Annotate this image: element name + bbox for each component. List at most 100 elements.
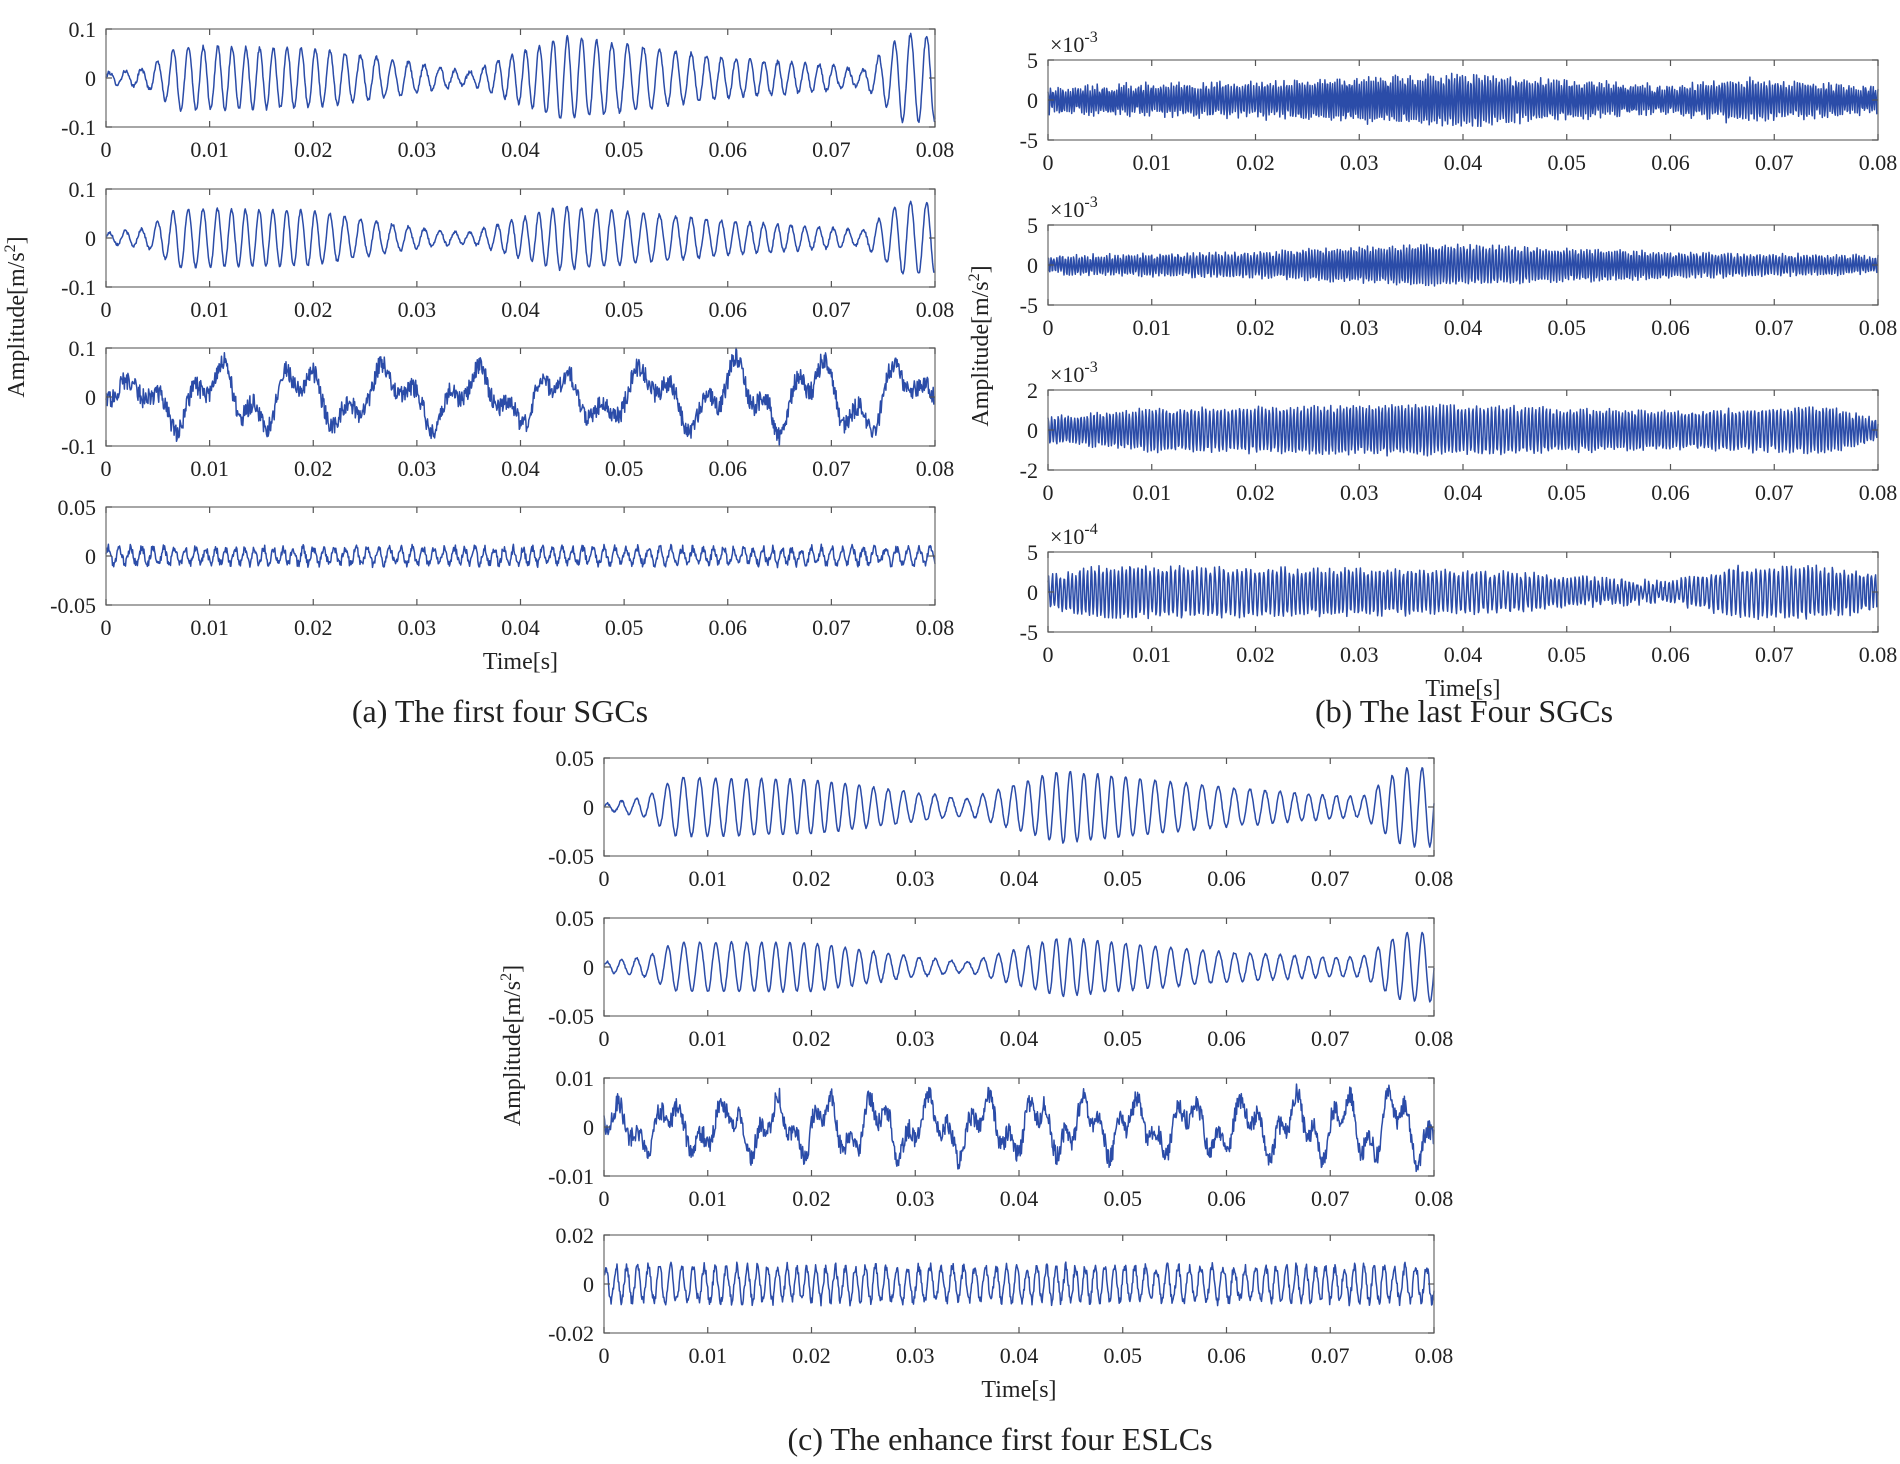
x-axis-label: Time[s] bbox=[1425, 676, 1500, 702]
waveform-line bbox=[1047, 243, 1879, 287]
y-tick-label: -5 bbox=[1020, 620, 1038, 645]
exponent-value: -3 bbox=[1084, 359, 1097, 376]
x-tick-label: 0.07 bbox=[1311, 1026, 1350, 1051]
x-tick-label: 0.08 bbox=[1415, 1343, 1454, 1368]
y-tick-label: 5 bbox=[1027, 213, 1038, 238]
x-tick-label: 0.03 bbox=[1340, 480, 1379, 505]
x-tick-label: 0.08 bbox=[916, 297, 955, 322]
y-axis-label: Amplitude[m/s2] bbox=[498, 965, 526, 1126]
x-tick-label: 0.07 bbox=[812, 297, 851, 322]
x-tick-label: 0.02 bbox=[294, 137, 333, 162]
x-tick-label: 0.03 bbox=[896, 866, 935, 891]
x-tick-label: 0.07 bbox=[812, 456, 851, 481]
panel-b-last-four-sgcs: 0 0.01 0.02 0.03 0.04 0.05 0.06 0.07 0.08-505×10… bbox=[966, 29, 1897, 702]
x-tick-label: 0.07 bbox=[1311, 1343, 1350, 1368]
x-tick-label: 0.02 bbox=[792, 1186, 831, 1211]
x-tick-label: 0.03 bbox=[1340, 642, 1379, 667]
subplot-a-1: 0 0.01 0.02 0.03 0.04 0.05 0.06 0.07 0.08-0.100.… bbox=[61, 17, 954, 162]
axes-frame bbox=[105, 28, 936, 128]
x-tick-label: 0.04 bbox=[1000, 1343, 1039, 1368]
x-tick-label: 0.02 bbox=[294, 456, 333, 481]
x-tick-label: 0.04 bbox=[1444, 642, 1483, 667]
x-tick-label: 0.02 bbox=[1236, 315, 1275, 340]
y-tick-label: 0.05 bbox=[556, 906, 595, 931]
y-tick-label: 0 bbox=[1027, 253, 1038, 278]
x-tick-label: 0.01 bbox=[190, 137, 229, 162]
axes-frame bbox=[603, 1077, 1435, 1177]
waveform-line bbox=[1047, 72, 1879, 128]
x-tick-label: 0.04 bbox=[1444, 480, 1483, 505]
x-tick-label: 0.03 bbox=[1340, 315, 1379, 340]
y-tick-label: 0.1 bbox=[69, 336, 97, 361]
x-tick-label: 0.08 bbox=[1859, 150, 1898, 175]
exponent-label: ×10-4 bbox=[1050, 521, 1098, 549]
y-axis-label-end: ] bbox=[500, 965, 526, 973]
x-tick-label: 0.07 bbox=[1311, 866, 1350, 891]
x-tick-label: 0.05 bbox=[605, 615, 644, 640]
subplot-b-1: 0 0.01 0.02 0.03 0.04 0.05 0.06 0.07 0.08-505×10… bbox=[1020, 29, 1898, 175]
y-tick-label: -0.02 bbox=[548, 1321, 594, 1346]
y-tick-label: -5 bbox=[1020, 293, 1038, 318]
x-tick-label: 0 bbox=[101, 297, 112, 322]
exponent-value: -3 bbox=[1084, 29, 1097, 46]
x-tick-label: 0.01 bbox=[689, 1186, 728, 1211]
y-tick-label: 0 bbox=[1027, 88, 1038, 113]
x-tick-label: 0 bbox=[1043, 642, 1054, 667]
x-axis-label: Time[s] bbox=[981, 1377, 1056, 1403]
x-tick-label: 0.02 bbox=[792, 1026, 831, 1051]
x-tick-label: 0.02 bbox=[294, 615, 333, 640]
exponent-label: ×10-3 bbox=[1050, 194, 1098, 222]
y-tick-label: 0 bbox=[85, 544, 96, 569]
x-tick-label: 0.06 bbox=[1207, 1186, 1246, 1211]
subplot-a-4: 0 0.01 0.02 0.03 0.04 0.05 0.06 0.07 0.08-0.0500… bbox=[50, 495, 954, 640]
x-axis-label: Time[s] bbox=[483, 649, 558, 675]
y-tick-label: -5 bbox=[1020, 128, 1038, 153]
x-tick-label: 0.07 bbox=[1755, 150, 1794, 175]
x-tick-label: 0.02 bbox=[1236, 150, 1275, 175]
y-tick-label: 0 bbox=[583, 795, 594, 820]
y-tick-label: 0.05 bbox=[58, 495, 97, 520]
x-tick-label: 0.08 bbox=[1859, 480, 1898, 505]
waveform-line bbox=[105, 543, 936, 569]
x-tick-label: 0.03 bbox=[398, 137, 437, 162]
x-tick-label: 0 bbox=[599, 1186, 610, 1211]
x-tick-label: 0.01 bbox=[190, 615, 229, 640]
subplot-c-3: 0 0.01 0.02 0.03 0.04 0.05 0.06 0.07 0.08-0.0100… bbox=[548, 1066, 1453, 1211]
x-tick-label: 0.05 bbox=[1104, 866, 1143, 891]
x-tick-label: 0.05 bbox=[605, 456, 644, 481]
x-tick-label: 0.03 bbox=[896, 1343, 935, 1368]
x-tick-label: 0.07 bbox=[1755, 315, 1794, 340]
x-tick-label: 0 bbox=[1043, 315, 1054, 340]
waveform-line bbox=[1047, 403, 1879, 457]
x-tick-label: 0.03 bbox=[1340, 150, 1379, 175]
x-tick-label: 0.04 bbox=[501, 456, 540, 481]
x-tick-label: 0.01 bbox=[1133, 315, 1172, 340]
y-tick-label: -0.05 bbox=[50, 593, 96, 618]
waveform-line bbox=[603, 1261, 1435, 1307]
waveform-line bbox=[105, 200, 936, 275]
y-axis-label: Amplitude[m/s2] bbox=[966, 265, 994, 426]
x-tick-label: 0.03 bbox=[896, 1026, 935, 1051]
caption-c: (c) The enhance first four ESLCs bbox=[787, 1421, 1212, 1457]
x-tick-label: 0.08 bbox=[916, 456, 955, 481]
x-tick-label: 0.06 bbox=[1207, 866, 1246, 891]
x-tick-label: 0.01 bbox=[689, 1026, 728, 1051]
x-tick-label: 0 bbox=[101, 456, 112, 481]
y-tick-label: 5 bbox=[1027, 540, 1038, 565]
x-tick-label: 0.01 bbox=[689, 1343, 728, 1368]
x-tick-label: 0.08 bbox=[1859, 642, 1898, 667]
exponent-value: -4 bbox=[1084, 521, 1097, 538]
y-tick-label: 0 bbox=[1027, 418, 1038, 443]
x-tick-label: 0.07 bbox=[812, 137, 851, 162]
x-tick-label: 0.08 bbox=[916, 615, 955, 640]
x-tick-label: 0.01 bbox=[190, 456, 229, 481]
x-tick-label: 0.03 bbox=[398, 297, 437, 322]
x-tick-label: 0.03 bbox=[398, 615, 437, 640]
subplot-a-2: 0 0.01 0.02 0.03 0.04 0.05 0.06 0.07 0.08-0.100.… bbox=[61, 177, 954, 322]
x-tick-label: 0.01 bbox=[190, 297, 229, 322]
axes-frame bbox=[603, 757, 1435, 857]
x-tick-label: 0.05 bbox=[1548, 315, 1587, 340]
x-tick-label: 0.06 bbox=[1651, 315, 1690, 340]
x-tick-label: 0.01 bbox=[1133, 150, 1172, 175]
y-tick-label: 0 bbox=[85, 66, 96, 91]
